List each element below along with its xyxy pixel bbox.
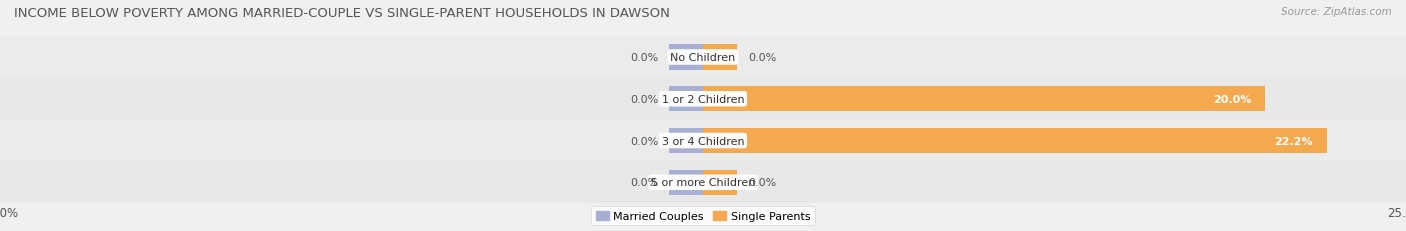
Text: 22.2%: 22.2% xyxy=(1275,136,1313,146)
Text: 0.0%: 0.0% xyxy=(630,94,658,104)
Text: 3 or 4 Children: 3 or 4 Children xyxy=(662,136,744,146)
Text: 5 or more Children: 5 or more Children xyxy=(651,177,755,188)
Text: 1 or 2 Children: 1 or 2 Children xyxy=(662,94,744,104)
Bar xyxy=(703,45,737,70)
Text: 20.0%: 20.0% xyxy=(1213,94,1251,104)
Bar xyxy=(669,45,703,70)
Bar xyxy=(669,128,703,153)
Text: 0.0%: 0.0% xyxy=(748,53,776,63)
Legend: Married Couples, Single Parents: Married Couples, Single Parents xyxy=(592,206,814,225)
Bar xyxy=(669,170,703,195)
Bar xyxy=(0,120,1406,162)
Text: Source: ZipAtlas.com: Source: ZipAtlas.com xyxy=(1281,7,1392,17)
Text: 0.0%: 0.0% xyxy=(748,177,776,188)
Text: INCOME BELOW POVERTY AMONG MARRIED-COUPLE VS SINGLE-PARENT HOUSEHOLDS IN DAWSON: INCOME BELOW POVERTY AMONG MARRIED-COUPL… xyxy=(14,7,669,20)
Bar xyxy=(0,37,1406,79)
Bar xyxy=(703,87,1265,112)
Text: 0.0%: 0.0% xyxy=(630,177,658,188)
Bar xyxy=(0,79,1406,120)
Bar xyxy=(703,128,1327,153)
Bar xyxy=(0,162,1406,203)
Text: 0.0%: 0.0% xyxy=(630,136,658,146)
Text: No Children: No Children xyxy=(671,53,735,63)
Bar xyxy=(703,170,737,195)
Bar xyxy=(669,87,703,112)
Text: 0.0%: 0.0% xyxy=(630,53,658,63)
